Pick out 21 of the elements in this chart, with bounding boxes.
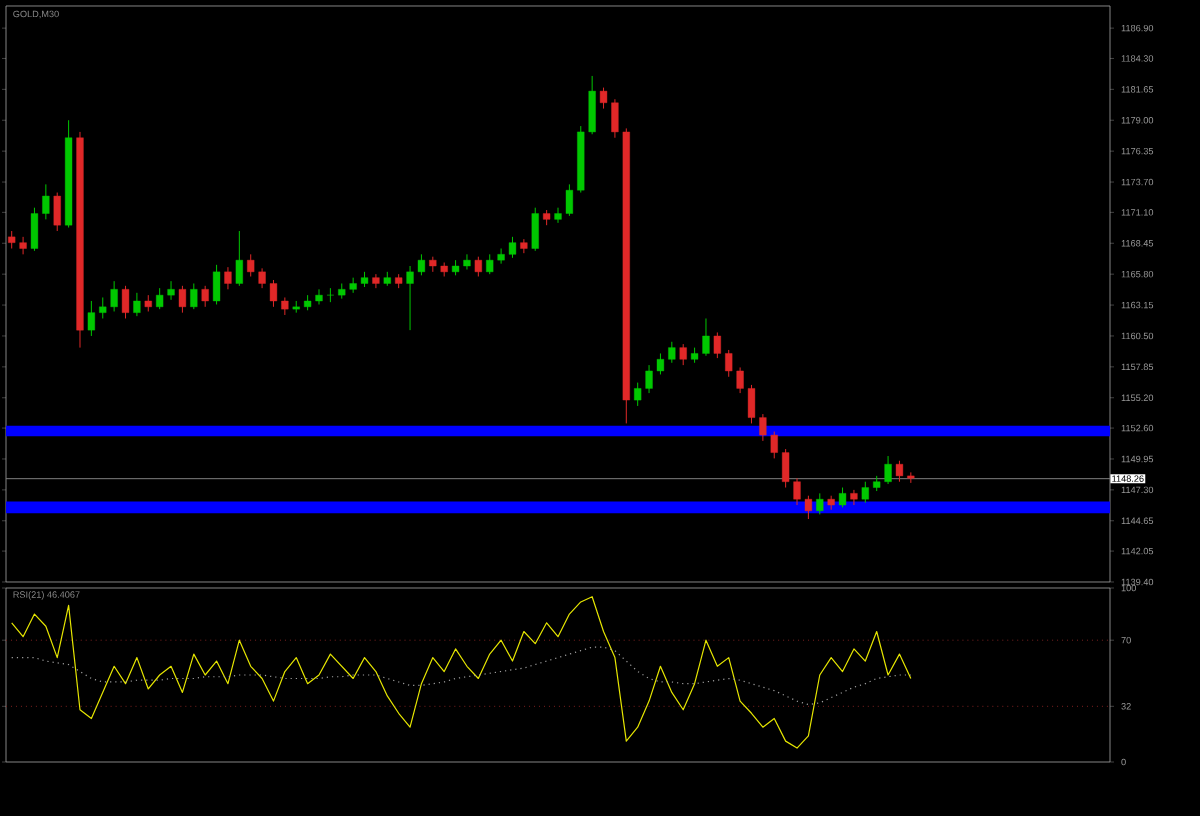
candlestick [372, 273, 380, 289]
candlestick [838, 487, 847, 508]
candlestick [713, 331, 721, 359]
candlestick [679, 343, 687, 366]
candlestick [133, 292, 141, 317]
candlestick [850, 489, 858, 506]
candlestick [87, 300, 95, 337]
candlestick [53, 192, 61, 232]
candlestick [235, 230, 243, 287]
candlestick [531, 207, 539, 252]
candlestick [178, 285, 187, 314]
candlestick [474, 256, 482, 277]
candlestick [212, 264, 221, 305]
candlestick [121, 285, 130, 319]
candlestick [326, 287, 334, 303]
candlestick [224, 266, 232, 290]
candlestick [816, 492, 824, 515]
candlestick [201, 285, 209, 308]
candlestick [190, 282, 198, 310]
candlestick [520, 238, 528, 254]
candlestick [861, 481, 869, 504]
